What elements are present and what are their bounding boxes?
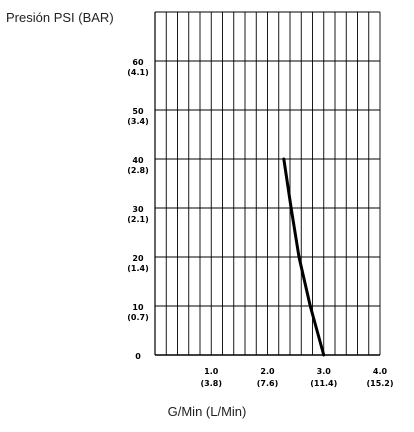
x-tick-sublabel: (15.2) (366, 379, 393, 388)
y-tick-sublabel: (4.1) (127, 68, 148, 77)
x-tick-label: 2.0 (260, 367, 275, 376)
y-tick-label: 50 (132, 107, 144, 116)
y-tick-label: 60 (132, 58, 144, 67)
x-tick-label: 4.0 (373, 367, 388, 376)
y-tick-sublabel: (2.1) (127, 215, 148, 224)
y-tick-label: 40 (132, 156, 144, 165)
y-axis-title: Presión PSI (BAR) (6, 10, 114, 25)
y-tick-sublabel: (1.4) (127, 264, 148, 273)
x-tick-sublabel: (7.6) (257, 379, 278, 388)
x-tick-sublabel: (11.4) (310, 379, 337, 388)
x-axis-title: G/Min (L/Min) (167, 404, 247, 419)
y-tick-label: 10 (132, 303, 144, 312)
y-tick-label: 30 (132, 205, 144, 214)
x-tick-sublabel: (3.8) (201, 379, 222, 388)
y-tick-sublabel: (2.8) (127, 166, 148, 175)
x-tick-label: 1.0 (204, 367, 219, 376)
y-tick-sublabel: (3.4) (127, 117, 148, 126)
series-line (282, 157, 326, 357)
y-tick-sublabel: (0.7) (127, 313, 148, 322)
x-tick-label: 3.0 (317, 367, 332, 376)
y-tick-label: 0 (135, 352, 141, 361)
y-tick-label: 20 (132, 254, 144, 263)
